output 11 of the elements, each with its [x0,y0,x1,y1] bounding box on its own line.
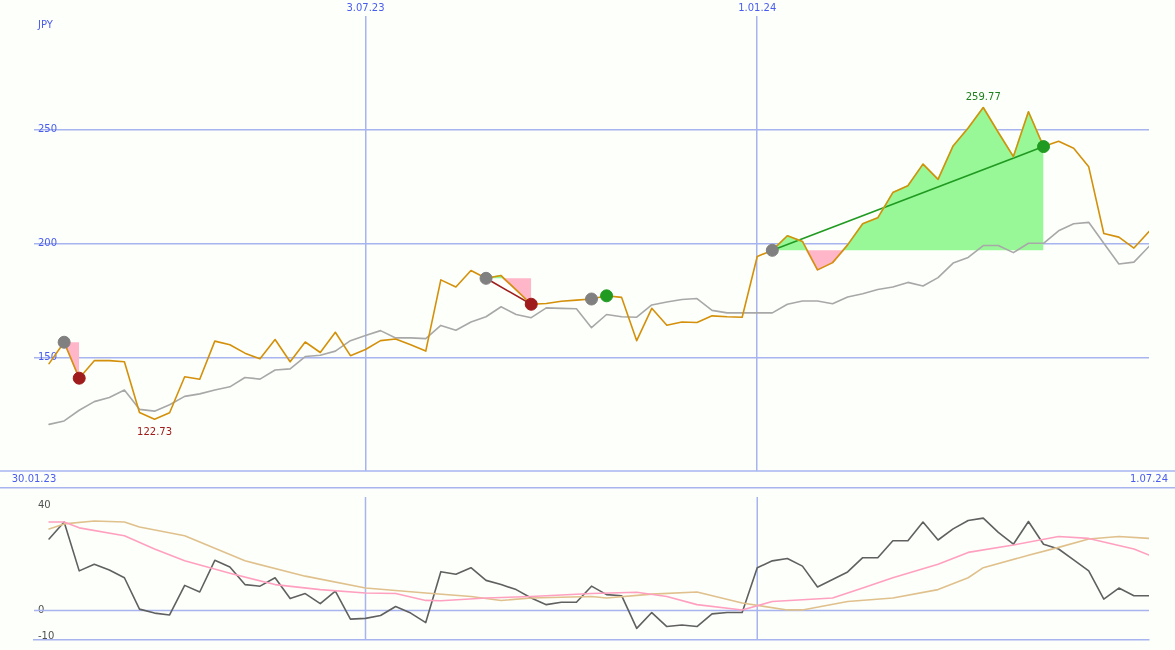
y-tick-label: 200 [38,237,58,249]
annotation: 122.73 [137,426,173,438]
x-tick-label: 30.01.23 [11,472,57,484]
y-axis-title: JPY [37,19,54,30]
y-tick-label: 40 [38,498,51,510]
annotation: 259.77 [965,90,1001,102]
y-tick-label: -10 [38,630,55,642]
x2-tick-label: 1.01.24 [738,1,777,13]
x2-tick-label: 3.07.23 [346,1,385,13]
y-tick-label: 250 [38,123,58,135]
x-tick-label: 1.07.24 [1129,472,1169,484]
